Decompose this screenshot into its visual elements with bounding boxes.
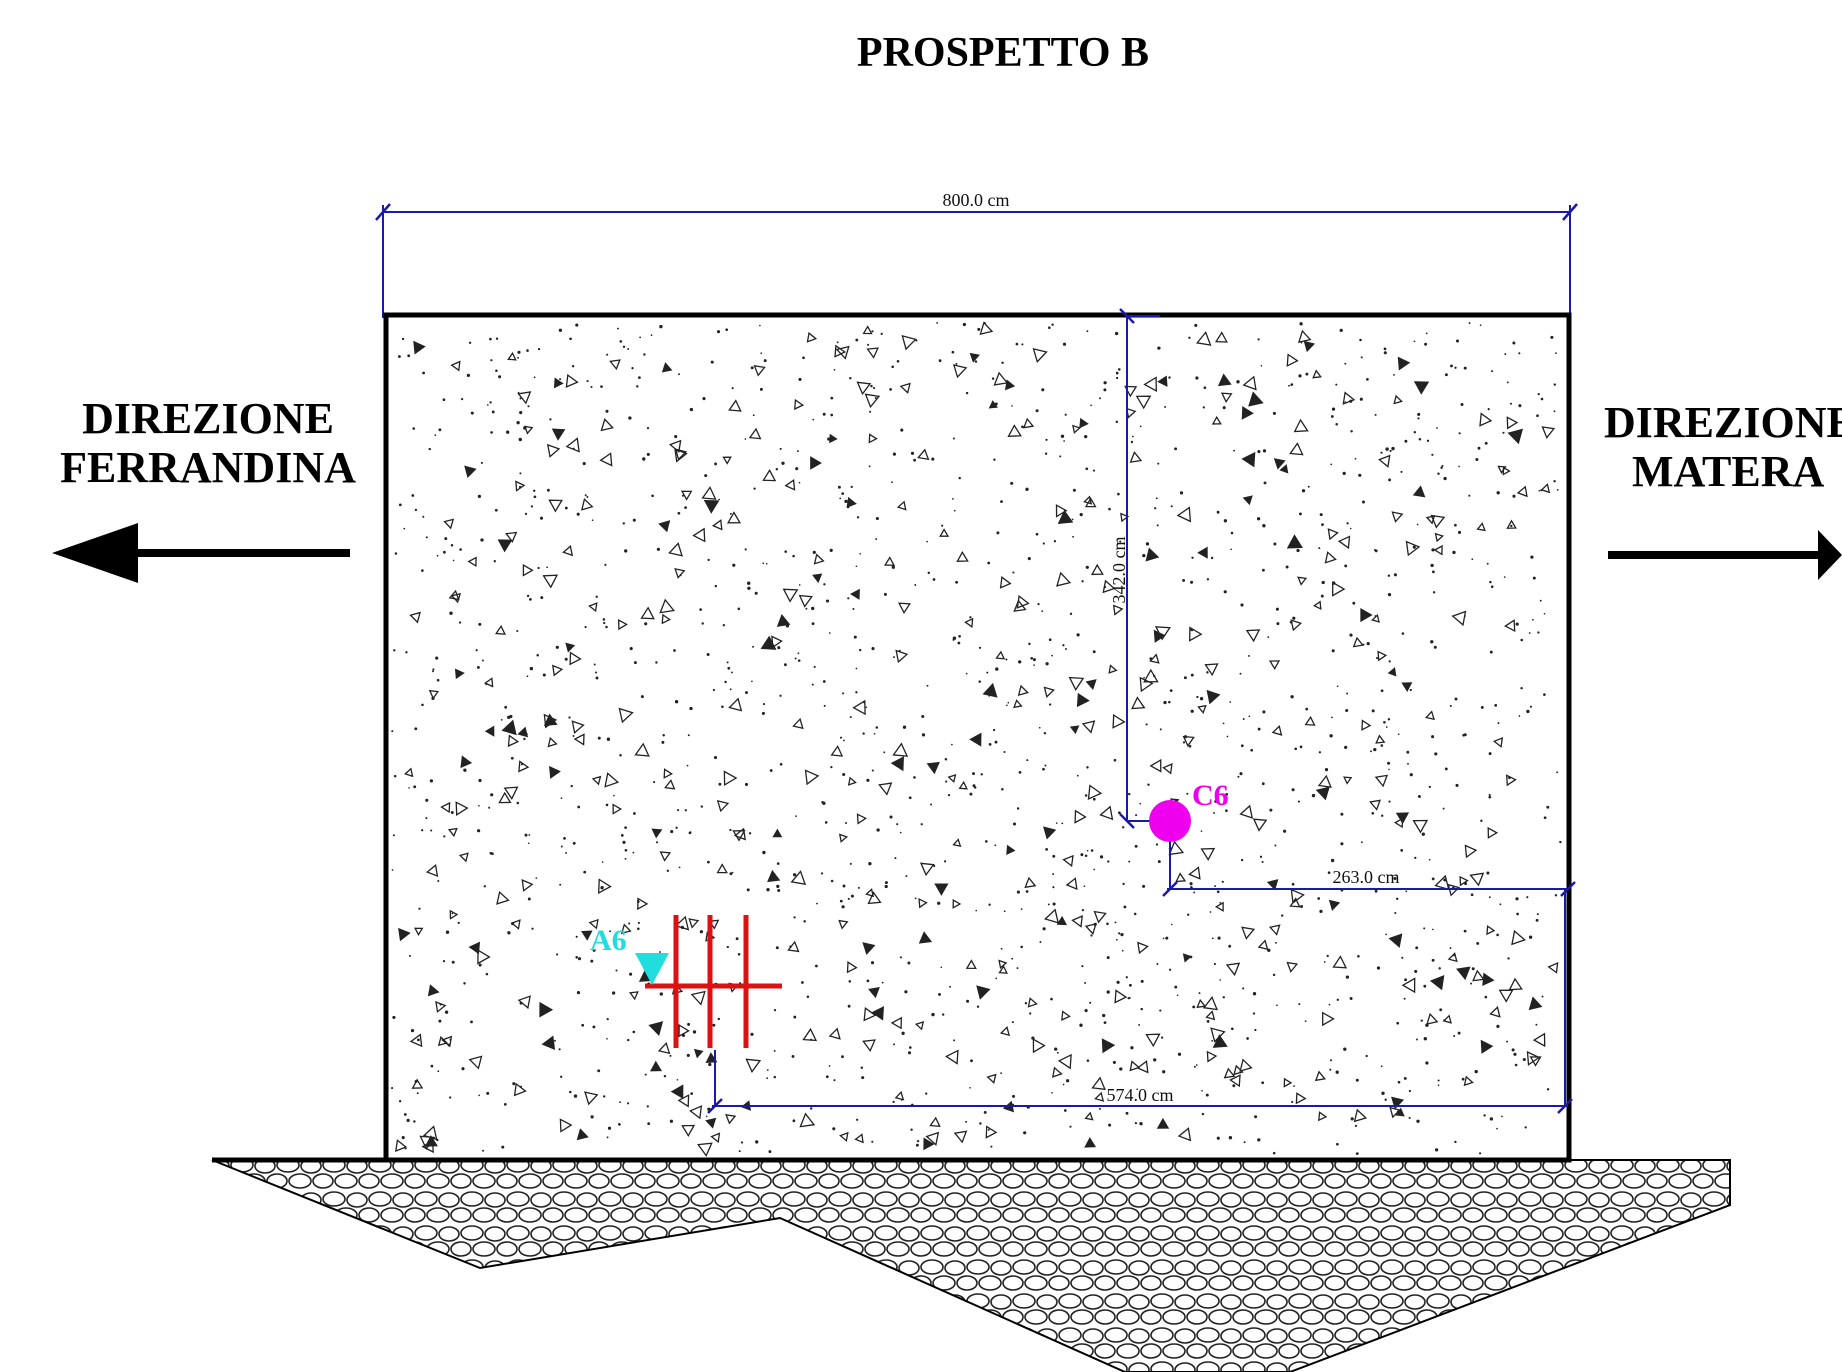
direction-ferrandina: DIREZIONE FERRANDINA [52, 394, 356, 583]
direction-right-line1: DIREZIONE [1604, 398, 1842, 447]
arrow-right-icon [1608, 530, 1842, 580]
direction-matera: DIREZIONE MATERA [1604, 398, 1842, 580]
anchor-lines [645, 915, 782, 1048]
direction-right-line2: MATERA [1632, 447, 1825, 496]
page-title: PROSPETTO B [857, 30, 1149, 76]
dimension-label-width: 800.0 cm [943, 190, 1010, 210]
concrete-texture [391, 321, 1562, 1157]
c6-label: C6 [1192, 779, 1229, 812]
marker-a6: A6 [590, 915, 782, 1048]
direction-left-line2: FERRANDINA [60, 443, 356, 492]
dimension-width-total: 800.0 cm [375, 190, 1578, 318]
c6-point-icon [1149, 800, 1191, 842]
dimension-label-height: 342.0 cm [1109, 537, 1129, 604]
gravel-foundation [211, 1157, 1731, 1372]
concrete-wall [383, 312, 1572, 1163]
dimension-label-a6-offset: 574.0 cm [1107, 1085, 1174, 1105]
dimension-label-c6-offset: 263.0 cm [1333, 867, 1400, 887]
a6-point-icon [635, 953, 669, 985]
marker-c6: C6 [1149, 779, 1229, 842]
dimension-height-c6: 342.0 cm [1109, 308, 1160, 829]
dimension-a6-offset: 574.0 cm [707, 889, 1573, 1114]
a6-label: A6 [590, 924, 627, 957]
direction-left-line1: DIREZIONE [82, 394, 334, 443]
arrow-left-icon [52, 523, 350, 583]
